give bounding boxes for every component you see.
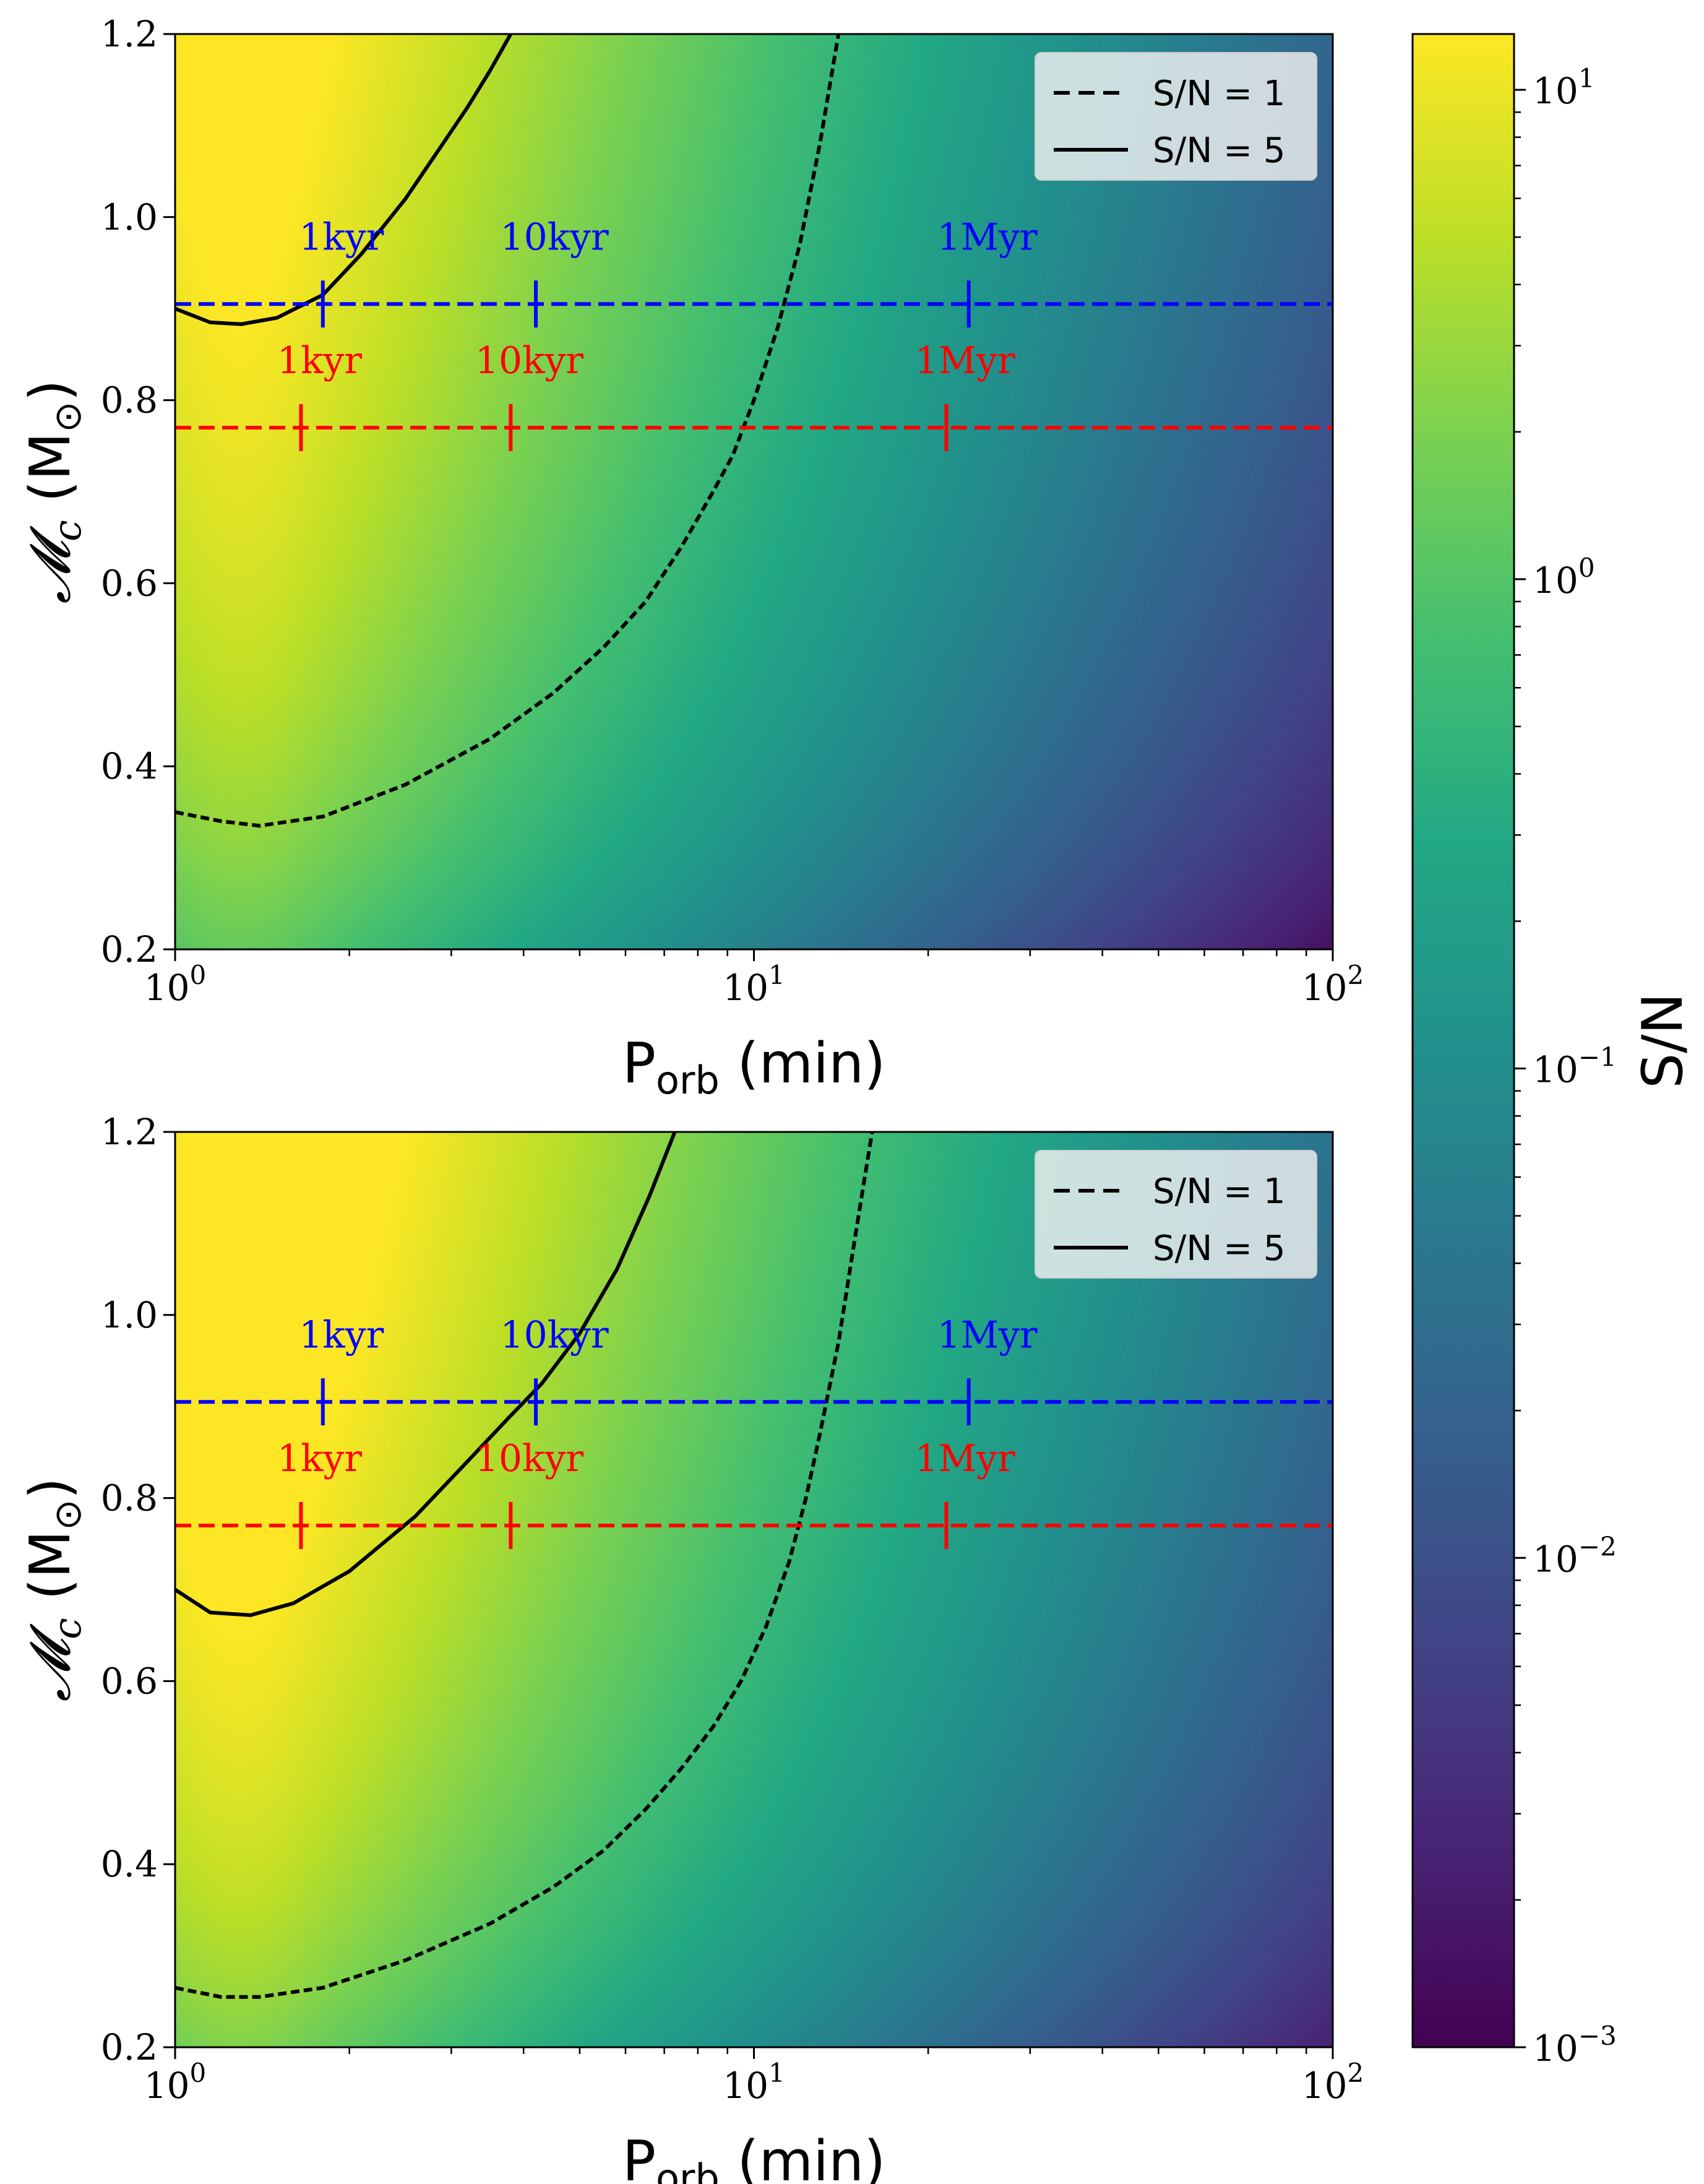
panel-2: 1kyr 10kyr 1Myr 1kyr 10kyr 1Myr 100 101 102 0.2 0.…: [18, 1111, 1364, 2184]
blue-age-label: 1Myr: [937, 1313, 1038, 1357]
colorbar-tick-label: 10−3: [1533, 2021, 1617, 2070]
red-age-label: 1kyr: [277, 1437, 362, 1480]
contour-sn5-line: [175, 34, 513, 326]
colorbar-tick-label: 10−2: [1533, 1531, 1617, 1580]
y-tick-label: 1.2: [101, 13, 158, 55]
y-tick-label: 1.2: [101, 1111, 158, 1153]
heatmap: [175, 34, 1333, 949]
heatmap: [175, 1132, 1333, 2047]
contour-sn1-line: [175, 1132, 874, 1999]
colorbar-gradient: [1413, 34, 1514, 2047]
legend: S/N = 1 S/N = 5: [1035, 1150, 1317, 1279]
x-tick-label: 100: [144, 2058, 207, 2107]
legend: S/N = 1 S/N = 5: [1035, 52, 1317, 181]
y-tick-label: 0.4: [101, 1843, 158, 1885]
legend-label: S/N = 1: [1153, 74, 1285, 114]
y-tick-label: 0.6: [101, 562, 158, 604]
colorbar-label: S/N: [1630, 993, 1695, 1089]
blue-age-label: 1kyr: [299, 1313, 384, 1357]
colorbar-tick-label: 101: [1533, 63, 1595, 112]
y-axis-label: 𝓜c (M⊙): [18, 1477, 90, 1701]
y-axis-label: 𝓜c (M⊙): [18, 379, 90, 603]
y-tick-label: 0.8: [101, 1477, 158, 1519]
y-tick-label: 0.8: [101, 379, 158, 421]
y-tick-label: 1.0: [101, 1294, 158, 1336]
red-age-label: 10kyr: [475, 1437, 584, 1480]
panel-1: 1kyr 10kyr 1Myr 1kyr 10kyr 1Myr 100 101 102 0.2 0.…: [18, 13, 1364, 1103]
blue-age-label: 1Myr: [937, 215, 1038, 259]
red-age-label: 1Myr: [914, 1437, 1015, 1480]
x-tick-label: 101: [723, 2058, 785, 2107]
x-tick-label: 100: [144, 960, 207, 1009]
red-age-label: 10kyr: [475, 339, 584, 382]
blue-age-label: 10kyr: [500, 1313, 609, 1357]
colorbar-tick-label: 100: [1533, 553, 1595, 602]
x-tick-label: 102: [1302, 960, 1364, 1009]
blue-age-label: 10kyr: [500, 215, 609, 259]
legend-label: S/N = 5: [1153, 131, 1285, 171]
x-axis-label: Porb (min): [622, 1031, 886, 1103]
colorbar-frame: [1411, 33, 1515, 2048]
legend-label: S/N = 1: [1153, 1172, 1285, 1212]
x-axis-label: Porb (min): [622, 2129, 886, 2184]
red-age-label: 1Myr: [914, 339, 1015, 382]
colorbar: 101 100 10−1 10−2 10−3 S/N: [1411, 33, 1695, 2070]
contour-sn5-line: [175, 1132, 677, 1617]
contour-sn1-line: [175, 34, 841, 828]
x-tick-label: 102: [1302, 2058, 1364, 2107]
y-tick-label: 0.6: [101, 1660, 158, 1702]
y-tick-label: 0.2: [101, 928, 158, 970]
red-age-label: 1kyr: [277, 339, 362, 382]
y-tick-label: 0.2: [101, 2026, 158, 2068]
x-tick-label: 101: [723, 960, 785, 1009]
blue-age-label: 1kyr: [299, 215, 384, 259]
y-tick-label: 1.0: [101, 196, 158, 238]
y-tick-label: 0.4: [101, 745, 158, 787]
colorbar-tick-label: 10−1: [1533, 1042, 1617, 1091]
legend-label: S/N = 5: [1153, 1228, 1285, 1269]
